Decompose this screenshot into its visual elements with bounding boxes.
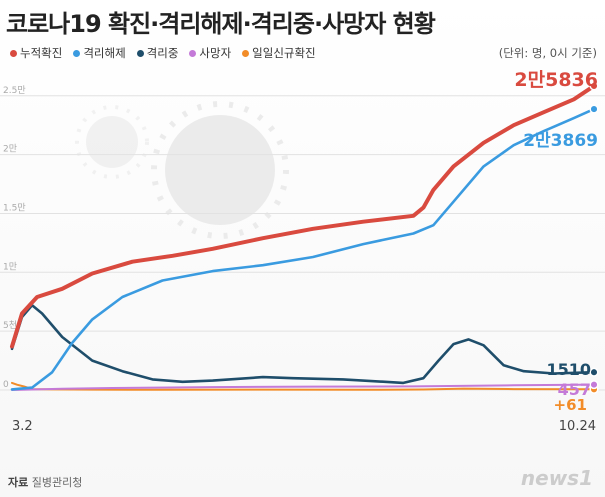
line-deaths <box>11 383 595 391</box>
legend-item-deaths: 사망자 <box>189 45 231 61</box>
x-tick-label: 3.2 <box>12 419 33 434</box>
legend-dot-released <box>73 49 81 57</box>
line-released <box>10 107 596 391</box>
series-lines <box>10 81 599 394</box>
line-isolated <box>10 304 596 385</box>
end-label-released: 2만3869 <box>523 131 598 151</box>
legend-item-isolated: 격리중 <box>136 45 179 61</box>
legend-dot-daily <box>242 49 250 57</box>
y-tick-label: 5천 <box>3 320 17 331</box>
y-tick-label: 2.5만 <box>3 85 26 96</box>
end-label-confirmed: 2만5836 <box>514 69 598 91</box>
x-axis-ticks: 3.2 10.24 <box>12 419 596 434</box>
end-label-isolated: 1510 <box>546 360 591 379</box>
source-note: 자료 질병관리청 <box>8 474 82 490</box>
unit-note: (단위: 명, 0시 기준) <box>498 46 597 60</box>
legend-dot-isolated <box>136 49 144 57</box>
y-tick-label: 2만 <box>3 144 17 155</box>
y-tick-label: 1.5만 <box>3 202 26 213</box>
end-label-daily: +61 <box>554 396 587 414</box>
line-daily <box>11 381 595 391</box>
source-text: 질병관리청 <box>31 476 83 489</box>
legend: 누적확진 격리해제 격리중 사망자 일일신규확진 <box>10 45 316 61</box>
end-point-confirmed <box>589 81 599 91</box>
legend-dot-confirmed <box>10 49 17 57</box>
legend-item-daily: 일일신규확진 <box>242 45 316 61</box>
x-tick-label: 10.24 <box>559 419 596 434</box>
end-point-isolated <box>589 367 599 377</box>
legend-item-released: 격리해제 <box>73 45 126 61</box>
y-tick-label: 0 <box>3 380 9 390</box>
source-label: 자료 <box>8 476 29 489</box>
virus-illustration <box>75 101 289 239</box>
legend-label-daily: 일일신규확진 <box>252 46 316 60</box>
y-axis-ticks: 0 5천 1만 1.5만 2만 2.5만 <box>3 85 26 390</box>
virus-icon <box>151 101 289 239</box>
line-confirmed <box>10 83 596 349</box>
legend-label-confirmed: 누적확진 <box>20 46 63 60</box>
legend-label-deaths: 사망자 <box>199 46 232 60</box>
end-point-deaths <box>589 380 599 390</box>
legend-dot-deaths <box>189 49 197 57</box>
chart-title: 코로나19 확진·격리해제·격리중·사망자 현황 <box>6 10 436 38</box>
end-label-deaths: 457 <box>558 380 591 399</box>
legend-label-isolated: 격리중 <box>146 46 179 60</box>
news1-logo: news1 <box>520 466 593 490</box>
legend-item-confirmed: 누적확진 <box>10 45 62 61</box>
legend-label-released: 격리해제 <box>83 46 126 60</box>
y-tick-label: 1만 <box>3 261 17 272</box>
end-point-released <box>589 104 599 114</box>
virus-icon <box>75 105 149 179</box>
